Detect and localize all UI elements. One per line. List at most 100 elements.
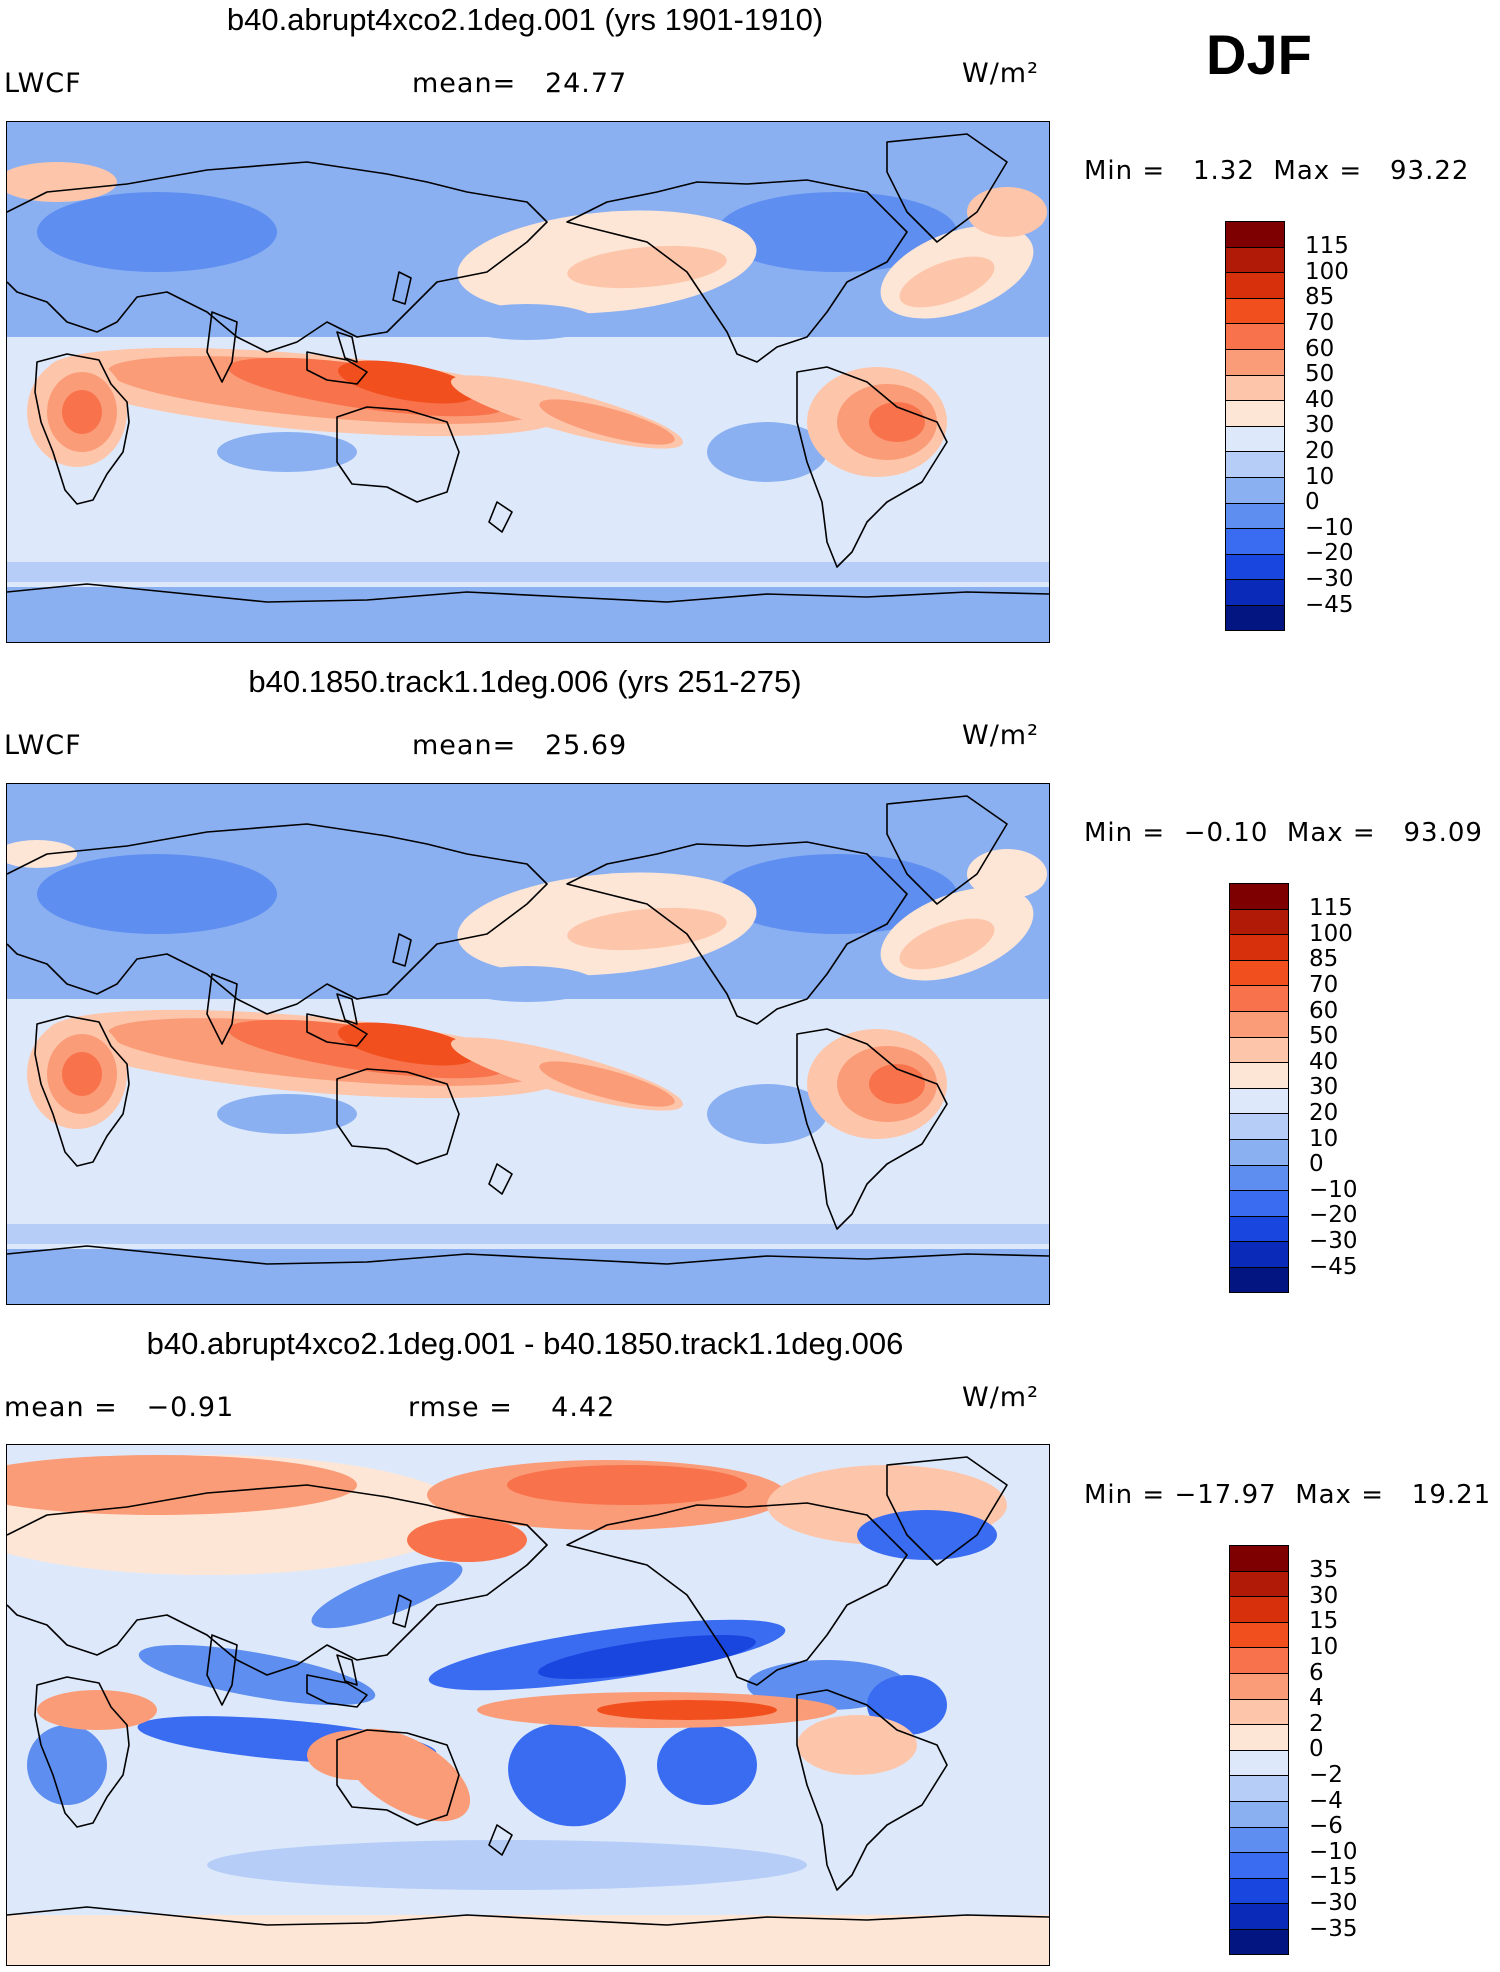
panel-3-mean-label: mean = −0.91 [4,1392,235,1423]
contour-band [7,1915,1049,1965]
panel-1-units: W/m² [962,58,1039,89]
colorbar-swatch [1225,246,1285,273]
colorbar-tick-label: −30 [1309,1227,1358,1254]
contour-region [207,1840,807,1890]
colorbar-swatch [1229,1698,1289,1725]
coastline [206,973,238,1045]
colorbar-swatch [1229,1749,1289,1776]
colorbar-swatch [1225,605,1285,631]
colorbar-frame [1225,221,1285,631]
coastline [7,583,1049,603]
coastline [7,823,548,1015]
coastline [566,179,908,363]
coastline [206,1634,238,1706]
colorbar-swatch [1229,1724,1289,1750]
contour-region [508,1723,626,1827]
contour-region [457,966,597,1002]
colorbar-swatch [1229,1011,1289,1037]
colorbar-tick-label: 6 [1309,1659,1324,1686]
colorbar-tick-label: 10 [1305,463,1335,490]
panel-1-min-max: Min = 1.32 Max = 93.22 [1084,156,1470,186]
colorbar-swatch [1229,985,1289,1011]
coastline [336,1654,358,1686]
colorbar-tick-label: 0 [1309,1736,1324,1763]
panel-2-min-max: Min = −0.10 Max = 93.09 [1084,818,1483,848]
colorbar-swatch [1229,1164,1289,1191]
contour-region [407,1518,527,1562]
contour-region [539,399,675,445]
colorbar-tick-label: −10 [1309,1838,1358,1865]
colorbar-tick-label: 15 [1309,1608,1339,1635]
coastline [488,1824,513,1856]
coastline [336,993,358,1025]
colorbar-swatch [1229,908,1289,935]
colorbar-swatch [1229,1826,1289,1853]
coastline [34,353,130,505]
contour-region [857,1510,997,1560]
colorbar-tick-label: 70 [1309,971,1339,998]
coastline [566,841,908,1025]
contour-region [869,402,925,442]
colorbar-tick-label: −4 [1309,1787,1343,1814]
colorbar-tick-label: 20 [1309,1099,1339,1126]
contour-region [899,256,995,308]
colorbar-swatch [1229,1596,1289,1622]
colorbar-swatch [1229,1113,1289,1139]
contour-region [217,1094,357,1134]
coastline [336,406,460,503]
contour-region [37,192,277,272]
colorbar-tick-label: −6 [1309,1813,1343,1840]
coastline [306,1013,368,1047]
coastline [7,1245,1049,1265]
contour-region [539,1061,675,1107]
colorbar-tick-label: 35 [1309,1557,1339,1584]
colorbar-tick-label: 30 [1305,412,1335,439]
contour-region [507,1465,747,1505]
coastline [336,1068,460,1165]
coastline [392,271,412,305]
panel-2-variable-label: LWCF [4,730,82,761]
contour-region [899,918,995,970]
contour-band [7,1224,1049,1244]
coastline [392,933,412,967]
colorbar-swatch [1225,400,1285,426]
coastline [336,331,358,363]
colorbar-swatch [1229,1647,1289,1673]
colorbar-swatch [1229,1139,1289,1165]
coastline [7,1906,1049,1926]
panel-3-contour-plot [7,1445,1049,1965]
colorbar-swatch [1229,1087,1289,1114]
colorbar-swatch [1229,1190,1289,1216]
colorbar-tick-label: −20 [1305,540,1354,567]
contour-region [37,854,277,934]
colorbar-swatch [1229,1241,1289,1267]
colorbar-swatch [1229,1929,1289,1955]
colorbar-swatch [1225,323,1285,349]
season-label: DJF [1206,23,1312,86]
coastline [336,1729,460,1826]
coastline [796,366,948,568]
panel-3-units: W/m² [962,1382,1039,1413]
coastline [34,1015,130,1167]
contour-region [138,1644,376,1706]
colorbar-tick-label: 30 [1309,1074,1339,1101]
contour-region [307,1730,407,1780]
colorbar-swatch [1229,1673,1289,1699]
contour-region [27,1725,107,1805]
coastline [7,161,548,353]
contour-region [7,840,77,868]
contour-band [7,592,1049,642]
contour-region [717,854,957,934]
contour-region [797,1715,917,1775]
colorbar-swatch [1229,1852,1289,1878]
colorbar-tick-label: −10 [1309,1176,1358,1203]
colorbar-tick-label: 0 [1305,489,1320,516]
panel-3-map [6,1444,1050,1966]
panel-2-units: W/m² [962,720,1039,751]
colorbar-tick-label: 100 [1309,920,1353,947]
colorbar-swatch [1225,579,1285,605]
colorbar-swatch [1229,883,1289,909]
colorbar-swatch [1229,1877,1289,1904]
panel-3-rmse-label: rmse = 4.42 [408,1392,616,1423]
colorbar-swatch [1225,297,1285,324]
